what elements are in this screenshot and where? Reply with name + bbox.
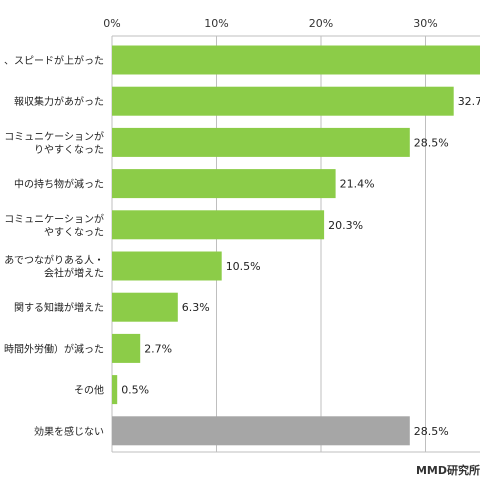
category-label-line: その他 — [74, 384, 104, 397]
value-label: 10.5% — [226, 260, 261, 273]
category-label-line: 効果を感じない — [34, 425, 104, 438]
category-label-line: あでつながりある人・ — [4, 254, 104, 267]
category-label-line: 中の持ち物が減った — [14, 178, 104, 191]
category-label: その他 — [74, 384, 104, 397]
category-label: 関する知識が増えた — [14, 301, 104, 314]
value-label: 32.7 — [458, 95, 480, 108]
category-label-line: 時間外労働）が減った — [4, 342, 104, 355]
value-label: 6.3% — [182, 301, 210, 314]
category-label-line: りやすくなった — [34, 144, 104, 156]
category-label-line: やすくなった — [44, 226, 104, 238]
bars — [112, 45, 480, 446]
value-label: 2.7% — [144, 342, 172, 355]
category-label-line: コミュニケーションが — [4, 130, 104, 143]
category-label: 効果を感じない — [34, 425, 104, 438]
bar — [112, 333, 141, 363]
x-tick-label: 0% — [103, 17, 120, 30]
category-label: コミュニケーションがやすくなった — [4, 212, 104, 238]
bar — [112, 416, 410, 446]
bar — [112, 292, 178, 322]
bar — [112, 86, 454, 116]
value-label: 20.3% — [328, 219, 363, 232]
value-label: 21.4% — [340, 178, 375, 191]
category-label-line: 報収集力があがった — [14, 95, 104, 108]
x-axis-ticks: 0% 10% 20% 30% — [103, 17, 437, 30]
x-tick-label: 20% — [309, 17, 333, 30]
bar — [112, 210, 325, 240]
bar — [112, 251, 222, 281]
category-label-line: 、スピードが上がった — [4, 54, 104, 67]
category-label: 中の持ち物が減った — [14, 178, 104, 191]
value-label: 0.5% — [121, 384, 149, 397]
bar — [112, 375, 118, 405]
category-label-line: コミュニケーションが — [4, 212, 104, 225]
category-labels: 、スピードが上がった報収集力があがったコミュニケーションがりやすくなった中の持ち… — [4, 54, 104, 438]
x-tick-label: 10% — [204, 17, 228, 30]
category-label: あでつながりある人・会社が増えた — [4, 254, 104, 280]
bar — [112, 127, 410, 157]
category-label-line: 会社が増えた — [44, 267, 104, 280]
value-label: 28.5% — [414, 425, 449, 438]
category-label-line: 関する知識が増えた — [14, 301, 104, 314]
source-credit: MMD研究所 — [415, 464, 480, 477]
bar — [112, 169, 336, 199]
category-label: 、スピードが上がった — [4, 54, 104, 67]
value-labels: 32.7 28.5% 21.4% 20.3% 10.5% 6.3% 2.7% 0.5% 28.5… — [121, 95, 480, 438]
value-label: 28.5% — [414, 136, 449, 149]
category-label: 報収集力があがった — [14, 95, 104, 108]
category-label: 時間外労働）が減った — [4, 342, 104, 355]
bar — [112, 45, 480, 75]
x-tick-label: 30% — [413, 17, 437, 30]
category-label: コミュニケーションがりやすくなった — [4, 130, 104, 156]
